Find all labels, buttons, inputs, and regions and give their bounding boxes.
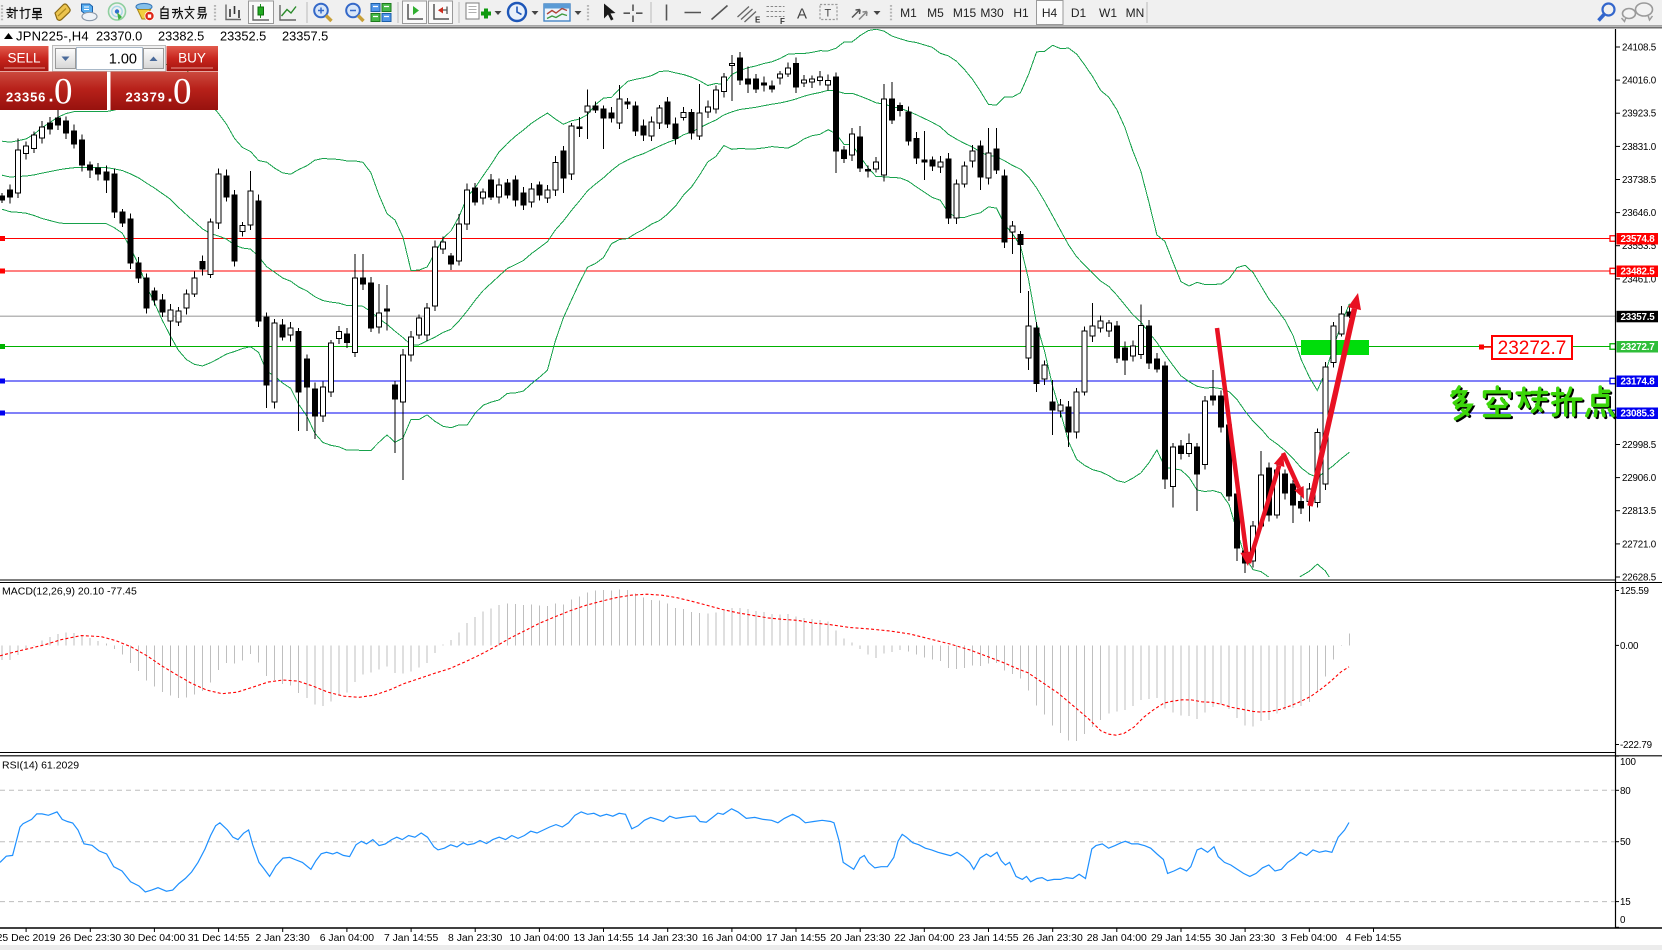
svg-text:31 Dec 14:55: 31 Dec 14:55	[188, 933, 250, 944]
svg-text:2 Jan 23:30: 2 Jan 23:30	[256, 933, 311, 944]
svg-text:M1: M1	[900, 6, 917, 20]
svg-text:22906.0: 22906.0	[1622, 473, 1657, 484]
svg-text:24016.0: 24016.0	[1622, 76, 1657, 87]
svg-text:23 Jan 14:55: 23 Jan 14:55	[958, 933, 1018, 944]
svg-text:M30: M30	[980, 6, 1004, 20]
svg-text:.: .	[49, 86, 54, 106]
svg-text:13 Jan 14:55: 13 Jan 14:55	[573, 933, 633, 944]
svg-text:23379: 23379	[126, 90, 166, 105]
svg-text:23382.5: 23382.5	[158, 29, 204, 44]
svg-text:30 Jan 23:30: 30 Jan 23:30	[1215, 933, 1275, 944]
svg-text:22 Jan 04:00: 22 Jan 04:00	[894, 933, 954, 944]
svg-text:MACD(12,26,9) 20.10 -77.45: MACD(12,26,9) 20.10 -77.45	[2, 586, 137, 598]
svg-text:BUY: BUY	[178, 51, 206, 66]
svg-text:23461.0: 23461.0	[1622, 274, 1657, 285]
svg-text:25 Dec 2019: 25 Dec 2019	[0, 933, 56, 944]
svg-text:23646.0: 23646.0	[1622, 208, 1657, 219]
svg-text:A: A	[797, 6, 807, 23]
svg-text:7 Jan 14:55: 7 Jan 14:55	[384, 933, 439, 944]
svg-text:8 Jan 23:30: 8 Jan 23:30	[448, 933, 503, 944]
svg-text:23482.5: 23482.5	[1620, 267, 1655, 278]
svg-text:JPN225-,H4: JPN225-,H4	[16, 29, 89, 44]
svg-text:100: 100	[1620, 757, 1636, 768]
svg-text:6 Jan 04:00: 6 Jan 04:00	[320, 933, 375, 944]
svg-text:W1: W1	[1099, 6, 1117, 20]
svg-text:24108.5: 24108.5	[1622, 43, 1657, 54]
svg-text:H4: H4	[1042, 6, 1058, 20]
svg-text:M5: M5	[927, 6, 944, 20]
svg-text:23085.3: 23085.3	[1620, 409, 1655, 420]
svg-text:23356: 23356	[6, 90, 46, 105]
svg-text:23923.5: 23923.5	[1622, 109, 1657, 120]
svg-text:E: E	[755, 16, 761, 25]
svg-text:23370.0: 23370.0	[96, 29, 142, 44]
svg-text:17 Jan 14:55: 17 Jan 14:55	[766, 933, 826, 944]
svg-text:4 Feb 14:55: 4 Feb 14:55	[1346, 933, 1402, 944]
svg-text:50: 50	[1620, 837, 1631, 848]
svg-text:22998.5: 22998.5	[1622, 440, 1657, 451]
svg-text:23352.5: 23352.5	[220, 29, 266, 44]
svg-text:23272.7: 23272.7	[1620, 342, 1655, 353]
svg-text:RSI(14) 61.2029: RSI(14) 61.2029	[2, 760, 79, 772]
svg-text:22813.5: 22813.5	[1622, 506, 1657, 517]
svg-text:23357.5: 23357.5	[282, 29, 328, 44]
svg-text:10 Jan 04:00: 10 Jan 04:00	[509, 933, 569, 944]
svg-text:D1: D1	[1071, 6, 1087, 20]
svg-text:14 Jan 23:30: 14 Jan 23:30	[638, 933, 698, 944]
svg-text:22721.0: 22721.0	[1622, 539, 1657, 550]
svg-text:23174.8: 23174.8	[1620, 377, 1655, 388]
svg-text:125.59: 125.59	[1620, 586, 1649, 597]
svg-text:23831.0: 23831.0	[1622, 142, 1657, 153]
svg-text:SELL: SELL	[7, 51, 41, 66]
svg-text:26 Dec 23:30: 26 Dec 23:30	[59, 933, 121, 944]
svg-text:22628.5: 22628.5	[1622, 573, 1657, 584]
svg-text:-222.79: -222.79	[1620, 740, 1652, 751]
svg-text:29 Jan 14:55: 29 Jan 14:55	[1151, 933, 1211, 944]
svg-text:23738.5: 23738.5	[1622, 175, 1657, 186]
svg-text:0: 0	[1620, 915, 1626, 926]
svg-text:15: 15	[1620, 897, 1631, 908]
svg-text:26 Jan 23:30: 26 Jan 23:30	[1023, 933, 1083, 944]
svg-text:T: T	[825, 8, 832, 20]
svg-text:M15: M15	[953, 6, 977, 20]
svg-text:H1: H1	[1013, 6, 1029, 20]
svg-text:80: 80	[1620, 786, 1631, 797]
svg-text:0.00: 0.00	[1620, 641, 1639, 652]
svg-text:23574.8: 23574.8	[1620, 234, 1655, 245]
svg-text:F: F	[780, 17, 785, 26]
svg-text:.: .	[168, 86, 173, 106]
svg-text:0: 0	[54, 72, 73, 113]
svg-text:16 Jan 04:00: 16 Jan 04:00	[702, 933, 762, 944]
svg-text:23553.5: 23553.5	[1622, 241, 1657, 252]
svg-text:28 Jan 04:00: 28 Jan 04:00	[1087, 933, 1147, 944]
svg-text:MN: MN	[1126, 6, 1145, 20]
svg-text:30 Dec 04:00: 30 Dec 04:00	[123, 933, 185, 944]
svg-text:3 Feb 04:00: 3 Feb 04:00	[1282, 933, 1338, 944]
svg-text:1.00: 1.00	[109, 52, 137, 68]
svg-text:23357.5: 23357.5	[1620, 312, 1655, 323]
svg-text:23272.7: 23272.7	[1498, 338, 1567, 359]
svg-text:0: 0	[173, 72, 192, 113]
svg-text:20 Jan 23:30: 20 Jan 23:30	[830, 933, 890, 944]
